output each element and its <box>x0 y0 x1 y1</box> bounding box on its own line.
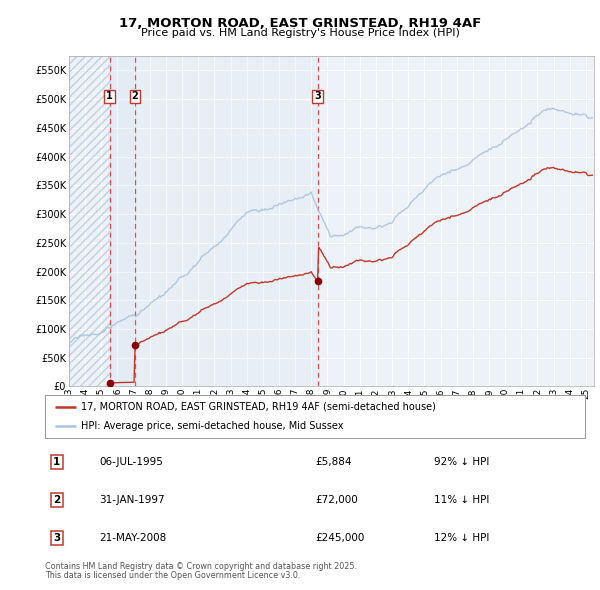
Text: Contains HM Land Registry data © Crown copyright and database right 2025.: Contains HM Land Registry data © Crown c… <box>45 562 357 571</box>
Text: £5,884: £5,884 <box>315 457 352 467</box>
Text: 12% ↓ HPI: 12% ↓ HPI <box>434 533 489 543</box>
Text: £72,000: £72,000 <box>315 495 358 505</box>
Text: 31-JAN-1997: 31-JAN-1997 <box>99 495 164 505</box>
Text: 17, MORTON ROAD, EAST GRINSTEAD, RH19 4AF (semi-detached house): 17, MORTON ROAD, EAST GRINSTEAD, RH19 4A… <box>80 402 436 412</box>
Bar <box>110 56 135 386</box>
Text: Price paid vs. HM Land Registry's House Price Index (HPI): Price paid vs. HM Land Registry's House … <box>140 28 460 38</box>
Text: HPI: Average price, semi-detached house, Mid Sussex: HPI: Average price, semi-detached house,… <box>80 421 343 431</box>
Bar <box>135 56 317 386</box>
Text: This data is licensed under the Open Government Licence v3.0.: This data is licensed under the Open Gov… <box>45 571 301 580</box>
Text: 3: 3 <box>53 533 61 543</box>
Text: 1: 1 <box>106 91 113 101</box>
Text: 06-JUL-1995: 06-JUL-1995 <box>99 457 163 467</box>
Text: 11% ↓ HPI: 11% ↓ HPI <box>434 495 489 505</box>
Text: 1: 1 <box>53 457 61 467</box>
Text: 2: 2 <box>131 91 138 101</box>
Text: 2: 2 <box>53 495 61 505</box>
Text: 21-MAY-2008: 21-MAY-2008 <box>99 533 166 543</box>
Text: £245,000: £245,000 <box>315 533 364 543</box>
Text: 3: 3 <box>314 91 321 101</box>
Text: 92% ↓ HPI: 92% ↓ HPI <box>434 457 489 467</box>
Text: 17, MORTON ROAD, EAST GRINSTEAD, RH19 4AF: 17, MORTON ROAD, EAST GRINSTEAD, RH19 4A… <box>119 17 481 30</box>
